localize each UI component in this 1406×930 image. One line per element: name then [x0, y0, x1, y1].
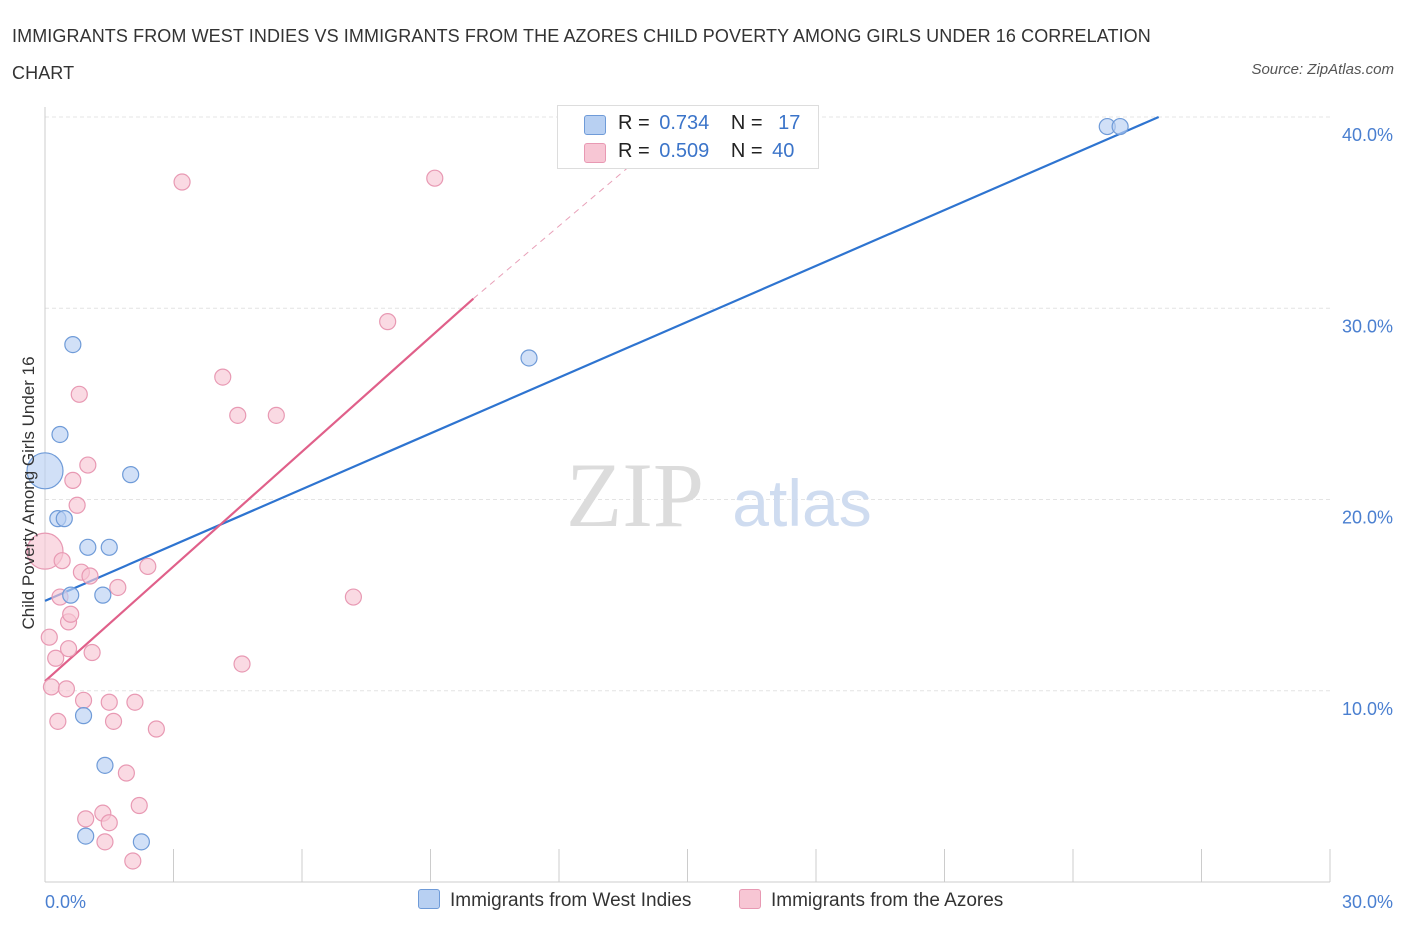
point-west-indies [122, 466, 140, 484]
y-tick-label: 40.0% [1342, 125, 1393, 145]
point-azores [59, 640, 78, 658]
watermark-atlas: atlas [732, 466, 871, 540]
point-azores [53, 552, 71, 570]
bottom-legend-west-indies: Immigrants from West Indies [418, 889, 691, 912]
point-azores [74, 691, 93, 709]
y-tick-label: 30.0% [1342, 316, 1393, 336]
point-azores [173, 173, 191, 191]
point-azores [214, 368, 232, 386]
point-west-indies [64, 335, 82, 354]
point-azores [64, 471, 82, 489]
point-azores [267, 406, 285, 424]
point-azores [126, 693, 144, 711]
legend-n-value: 40 [772, 140, 795, 162]
point-azores [81, 567, 99, 585]
point-west-indies [94, 586, 112, 604]
legend-swatch-pink [739, 889, 761, 909]
point-azores [62, 605, 80, 623]
point-azores [40, 628, 58, 646]
tick-labels: 10.0% 20.0% 30.0% 40.0% 0.0% 30.0% [45, 125, 1393, 912]
legend-r-label: R = [618, 140, 650, 162]
point-azores [124, 852, 142, 870]
point-west-indies [100, 538, 118, 556]
x-tick-label: 30.0% [1342, 892, 1393, 912]
gridlines [45, 116, 1330, 692]
x-tick-label: 0.0% [45, 892, 86, 912]
point-west-indies [96, 756, 114, 774]
point-azores [379, 313, 397, 331]
y-axis-label: Child Poverty Among Girls Under 16 [19, 356, 38, 629]
point-azores [426, 169, 444, 187]
watermark: ZIP atlas [566, 444, 872, 546]
point-azores [229, 406, 247, 424]
point-west-indies [62, 586, 80, 604]
point-azores [42, 678, 61, 696]
trend-line-west-indies [44, 115, 1160, 602]
point-west-indies [74, 707, 93, 725]
point-azores [47, 649, 65, 667]
watermark-zip: ZIP [566, 444, 704, 546]
point-azores [100, 693, 118, 711]
point-azores [100, 814, 118, 832]
point-azores [233, 655, 251, 673]
chart-title: IMMIGRANTS FROM WEST INDIES VS IMMIGRANT… [12, 26, 1151, 83]
point-azores [117, 764, 135, 782]
legend-n-label: N = [730, 140, 763, 162]
point-west-indies [79, 538, 97, 556]
point-west-indies [51, 425, 69, 444]
point-azores [109, 578, 127, 597]
trend-lines [44, 115, 1160, 683]
axes [44, 107, 1331, 883]
legend-n-label: N = [730, 112, 763, 134]
point-azores [104, 712, 123, 730]
point-azores [79, 456, 97, 474]
point-west-indies [26, 452, 64, 490]
point-west-indies [1111, 117, 1129, 136]
point-azores [139, 557, 157, 576]
bottom-legend-azores: Immigrants from the Azores [739, 889, 1003, 912]
legend-r-label: R = [618, 112, 650, 134]
point-azores [70, 385, 88, 403]
point-azores [344, 588, 362, 606]
trend-line-azores [44, 297, 475, 683]
legend-swatch-blue [584, 115, 606, 135]
point-azores [77, 810, 95, 828]
legend-swatch-blue [418, 889, 440, 909]
legend-swatch-pink [584, 143, 606, 163]
point-west-indies [520, 349, 538, 367]
point-west-indies [77, 827, 95, 845]
legend-r-value: 0.509 [659, 140, 710, 162]
legend-n-value: 17 [778, 112, 801, 134]
point-azores [57, 680, 76, 698]
data-points [26, 117, 1129, 870]
point-azores [147, 720, 165, 738]
point-azores [68, 496, 86, 514]
source-credit: Source: ZipAtlas.com [1251, 61, 1394, 78]
point-west-indies [55, 510, 73, 528]
legend-r-value: 0.734 [659, 112, 710, 134]
y-tick-label: 20.0% [1342, 508, 1393, 528]
legend-label-west-indies: Immigrants from West Indies [450, 890, 692, 911]
point-azores [96, 833, 114, 851]
correlation-legend: R = 0.734 N = 17 R = 0.509 N = 40 [557, 105, 819, 169]
legend-label-azores: Immigrants from the Azores [771, 890, 1004, 911]
point-azores [130, 796, 148, 815]
y-tick-label: 10.0% [1342, 699, 1393, 719]
point-west-indies [132, 833, 150, 851]
point-azores [49, 712, 67, 730]
point-azores [83, 643, 101, 662]
